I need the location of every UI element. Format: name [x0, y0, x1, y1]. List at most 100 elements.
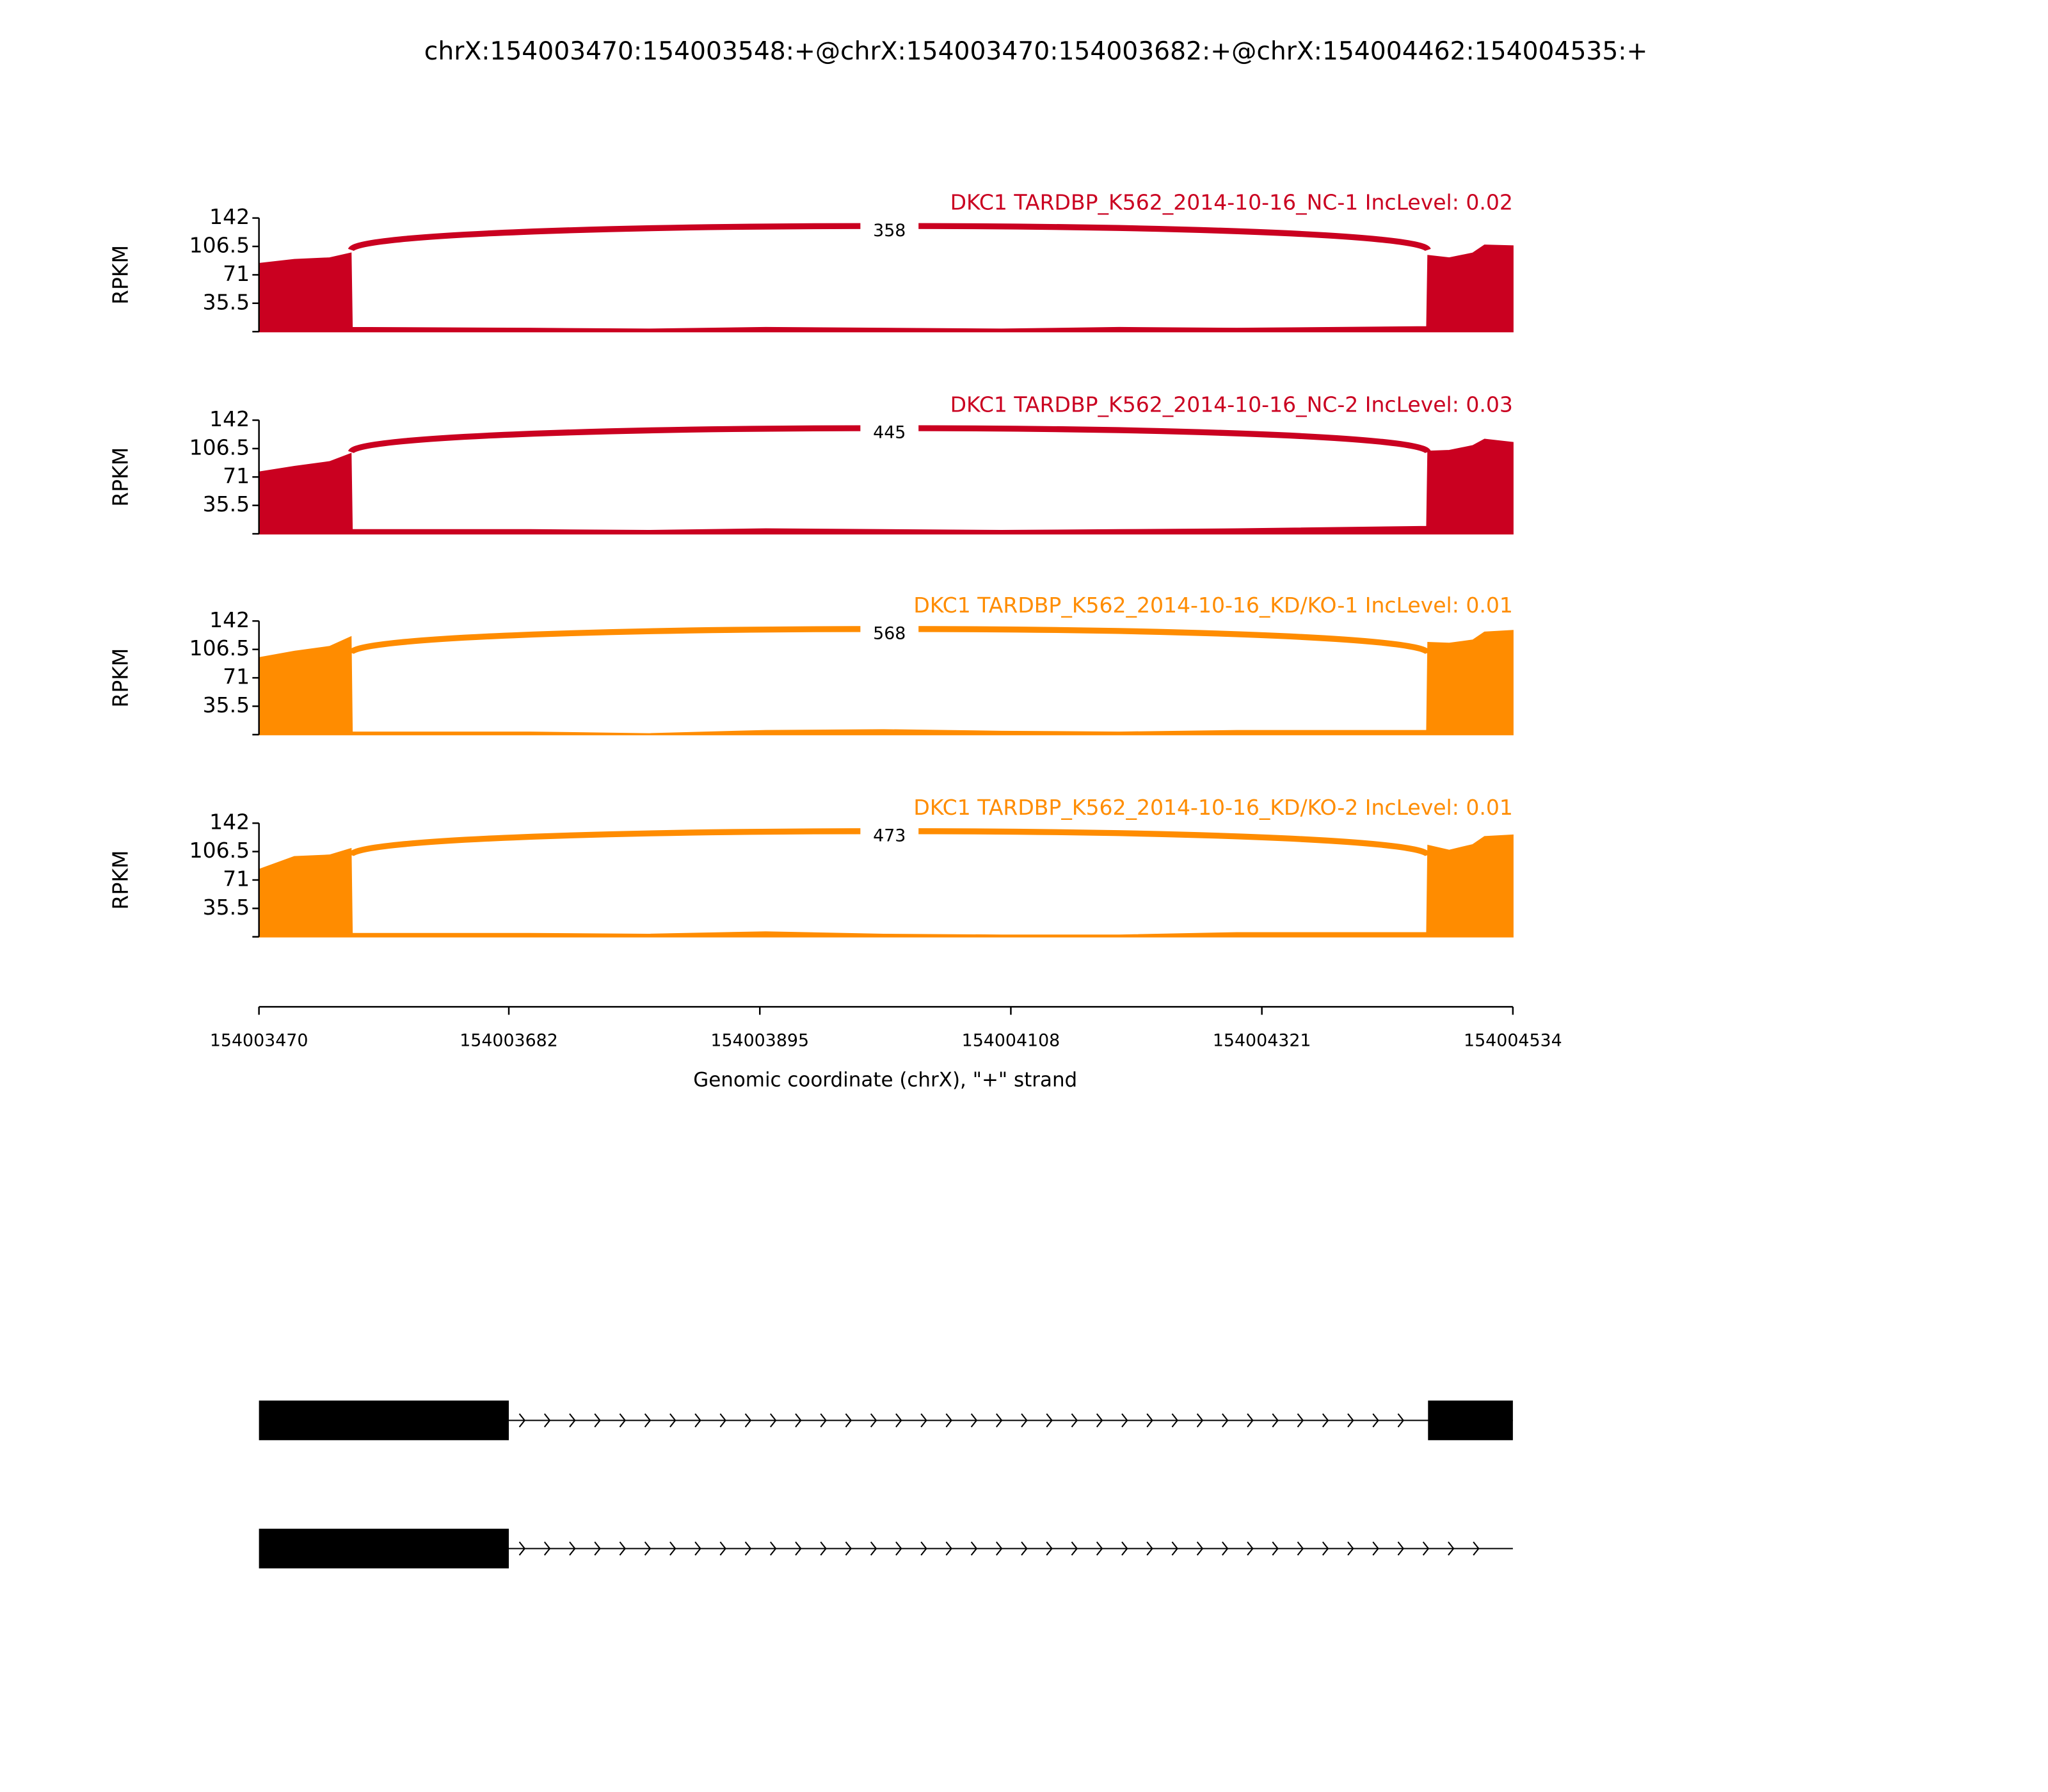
strand-arrow — [945, 1541, 952, 1556]
strand-arrow — [845, 1413, 852, 1428]
x-tick-label: 154003895 — [710, 1030, 809, 1050]
strand-arrow — [543, 1541, 551, 1556]
strand-arrow — [569, 1541, 576, 1556]
strand-arrow — [619, 1413, 627, 1428]
y-tick-label: 142 — [209, 607, 250, 632]
strand-arrow — [1096, 1541, 1103, 1556]
strand-arrow — [1322, 1413, 1329, 1428]
y-tick-label: 35.5 — [203, 895, 250, 920]
strand-arrow — [1272, 1413, 1279, 1428]
strand-arrow — [1297, 1413, 1304, 1428]
strand-arrow — [719, 1541, 726, 1556]
panel-label: DKC1 TARDBP_K562_2014-10-16_KD/KO-2 IncL… — [913, 795, 1512, 820]
strand-arrow — [1071, 1413, 1078, 1428]
junction-label-box — [860, 827, 919, 844]
strand-arrow — [1347, 1413, 1354, 1428]
strand-arrow — [795, 1413, 802, 1428]
junction-label-box — [860, 221, 919, 238]
y-tick-label: 71 — [223, 463, 250, 488]
y-axis-label: RPKM — [108, 648, 132, 708]
strand-arrow — [1397, 1413, 1405, 1428]
strand-arrow — [870, 1541, 877, 1556]
strand-arrow — [694, 1413, 701, 1428]
y-tick-label: 71 — [223, 261, 250, 286]
strand-arrow — [1171, 1413, 1178, 1428]
y-tick-label: 106.5 — [189, 838, 250, 863]
strand-arrow — [1171, 1541, 1178, 1556]
strand-arrow — [1222, 1541, 1229, 1556]
strand-arrow — [1297, 1541, 1304, 1556]
strand-arrow — [1422, 1541, 1430, 1556]
strand-arrow — [1272, 1541, 1279, 1556]
strand-arrow — [1046, 1413, 1053, 1428]
panel-label: DKC1 TARDBP_K562_2014-10-16_NC-1 IncLeve… — [950, 189, 1513, 214]
strand-arrow — [719, 1413, 726, 1428]
strand-arrow — [769, 1541, 777, 1556]
strand-arrow — [1247, 1413, 1254, 1428]
y-tick-label: 71 — [223, 866, 250, 891]
strand-arrow — [1096, 1413, 1103, 1428]
strand-arrow — [970, 1541, 978, 1556]
strand-arrow — [1372, 1413, 1379, 1428]
junction-count: 568 — [873, 623, 906, 643]
strand-arrow — [820, 1541, 827, 1556]
strand-arrow — [1448, 1541, 1455, 1556]
y-tick-label: 142 — [209, 810, 250, 835]
strand-arrow — [945, 1413, 952, 1428]
strand-arrow — [1196, 1541, 1204, 1556]
coverage-area — [258, 244, 1514, 333]
y-tick-label: 71 — [223, 664, 250, 689]
strand-arrow — [1021, 1541, 1028, 1556]
coverage-area — [258, 630, 1514, 735]
y-tick-label: 106.5 — [189, 435, 250, 460]
strand-arrow — [1247, 1541, 1254, 1556]
y-axis-label: RPKM — [108, 245, 132, 305]
strand-arrow — [795, 1541, 802, 1556]
strand-arrow — [644, 1541, 652, 1556]
strand-arrow — [594, 1413, 601, 1428]
strand-arrow — [1372, 1541, 1379, 1556]
strand-arrow — [996, 1413, 1003, 1428]
junction-label-box — [860, 625, 919, 641]
strand-arrow — [1196, 1413, 1204, 1428]
strand-arrow — [569, 1413, 576, 1428]
panel-label: DKC1 TARDBP_K562_2014-10-16_KD/KO-1 IncL… — [913, 593, 1512, 618]
strand-arrow — [1046, 1541, 1053, 1556]
x-tick-label: 154004534 — [1464, 1030, 1562, 1050]
coverage-area — [258, 438, 1514, 535]
junction-count: 473 — [873, 826, 906, 845]
x-tick-label: 154003470 — [210, 1030, 308, 1050]
strand-arrow — [694, 1541, 701, 1556]
strand-arrow — [769, 1413, 777, 1428]
strand-arrow — [920, 1413, 927, 1428]
y-tick-label: 35.5 — [203, 492, 250, 516]
strand-arrow — [895, 1413, 902, 1428]
panel-label: DKC1 TARDBP_K562_2014-10-16_NC-2 IncLeve… — [950, 392, 1513, 417]
strand-arrow — [1146, 1541, 1153, 1556]
y-axis-label: RPKM — [108, 850, 132, 909]
junction-label-box — [860, 424, 919, 440]
strand-arrow — [518, 1541, 526, 1556]
strand-arrow — [845, 1541, 852, 1556]
y-tick-label: 35.5 — [203, 692, 250, 717]
strand-arrow — [594, 1541, 601, 1556]
strand-arrow — [619, 1541, 627, 1556]
strand-arrow — [870, 1413, 877, 1428]
y-tick-label: 106.5 — [189, 636, 250, 660]
exon — [259, 1528, 509, 1569]
strand-arrow — [518, 1413, 526, 1428]
strand-arrow — [669, 1541, 676, 1556]
strand-arrow — [970, 1413, 978, 1428]
strand-arrow — [1121, 1541, 1128, 1556]
coverage-area — [258, 834, 1514, 938]
strand-arrow — [1071, 1541, 1078, 1556]
strand-arrow — [1347, 1541, 1354, 1556]
strand-arrow — [1222, 1413, 1229, 1428]
strand-arrow — [1121, 1413, 1128, 1428]
chart-title: chrX:154003470:154003548:+@chrX:15400347… — [424, 37, 1648, 66]
strand-arrow — [895, 1541, 902, 1556]
strand-arrow — [644, 1413, 652, 1428]
exon — [259, 1400, 509, 1441]
strand-arrow — [920, 1541, 927, 1556]
